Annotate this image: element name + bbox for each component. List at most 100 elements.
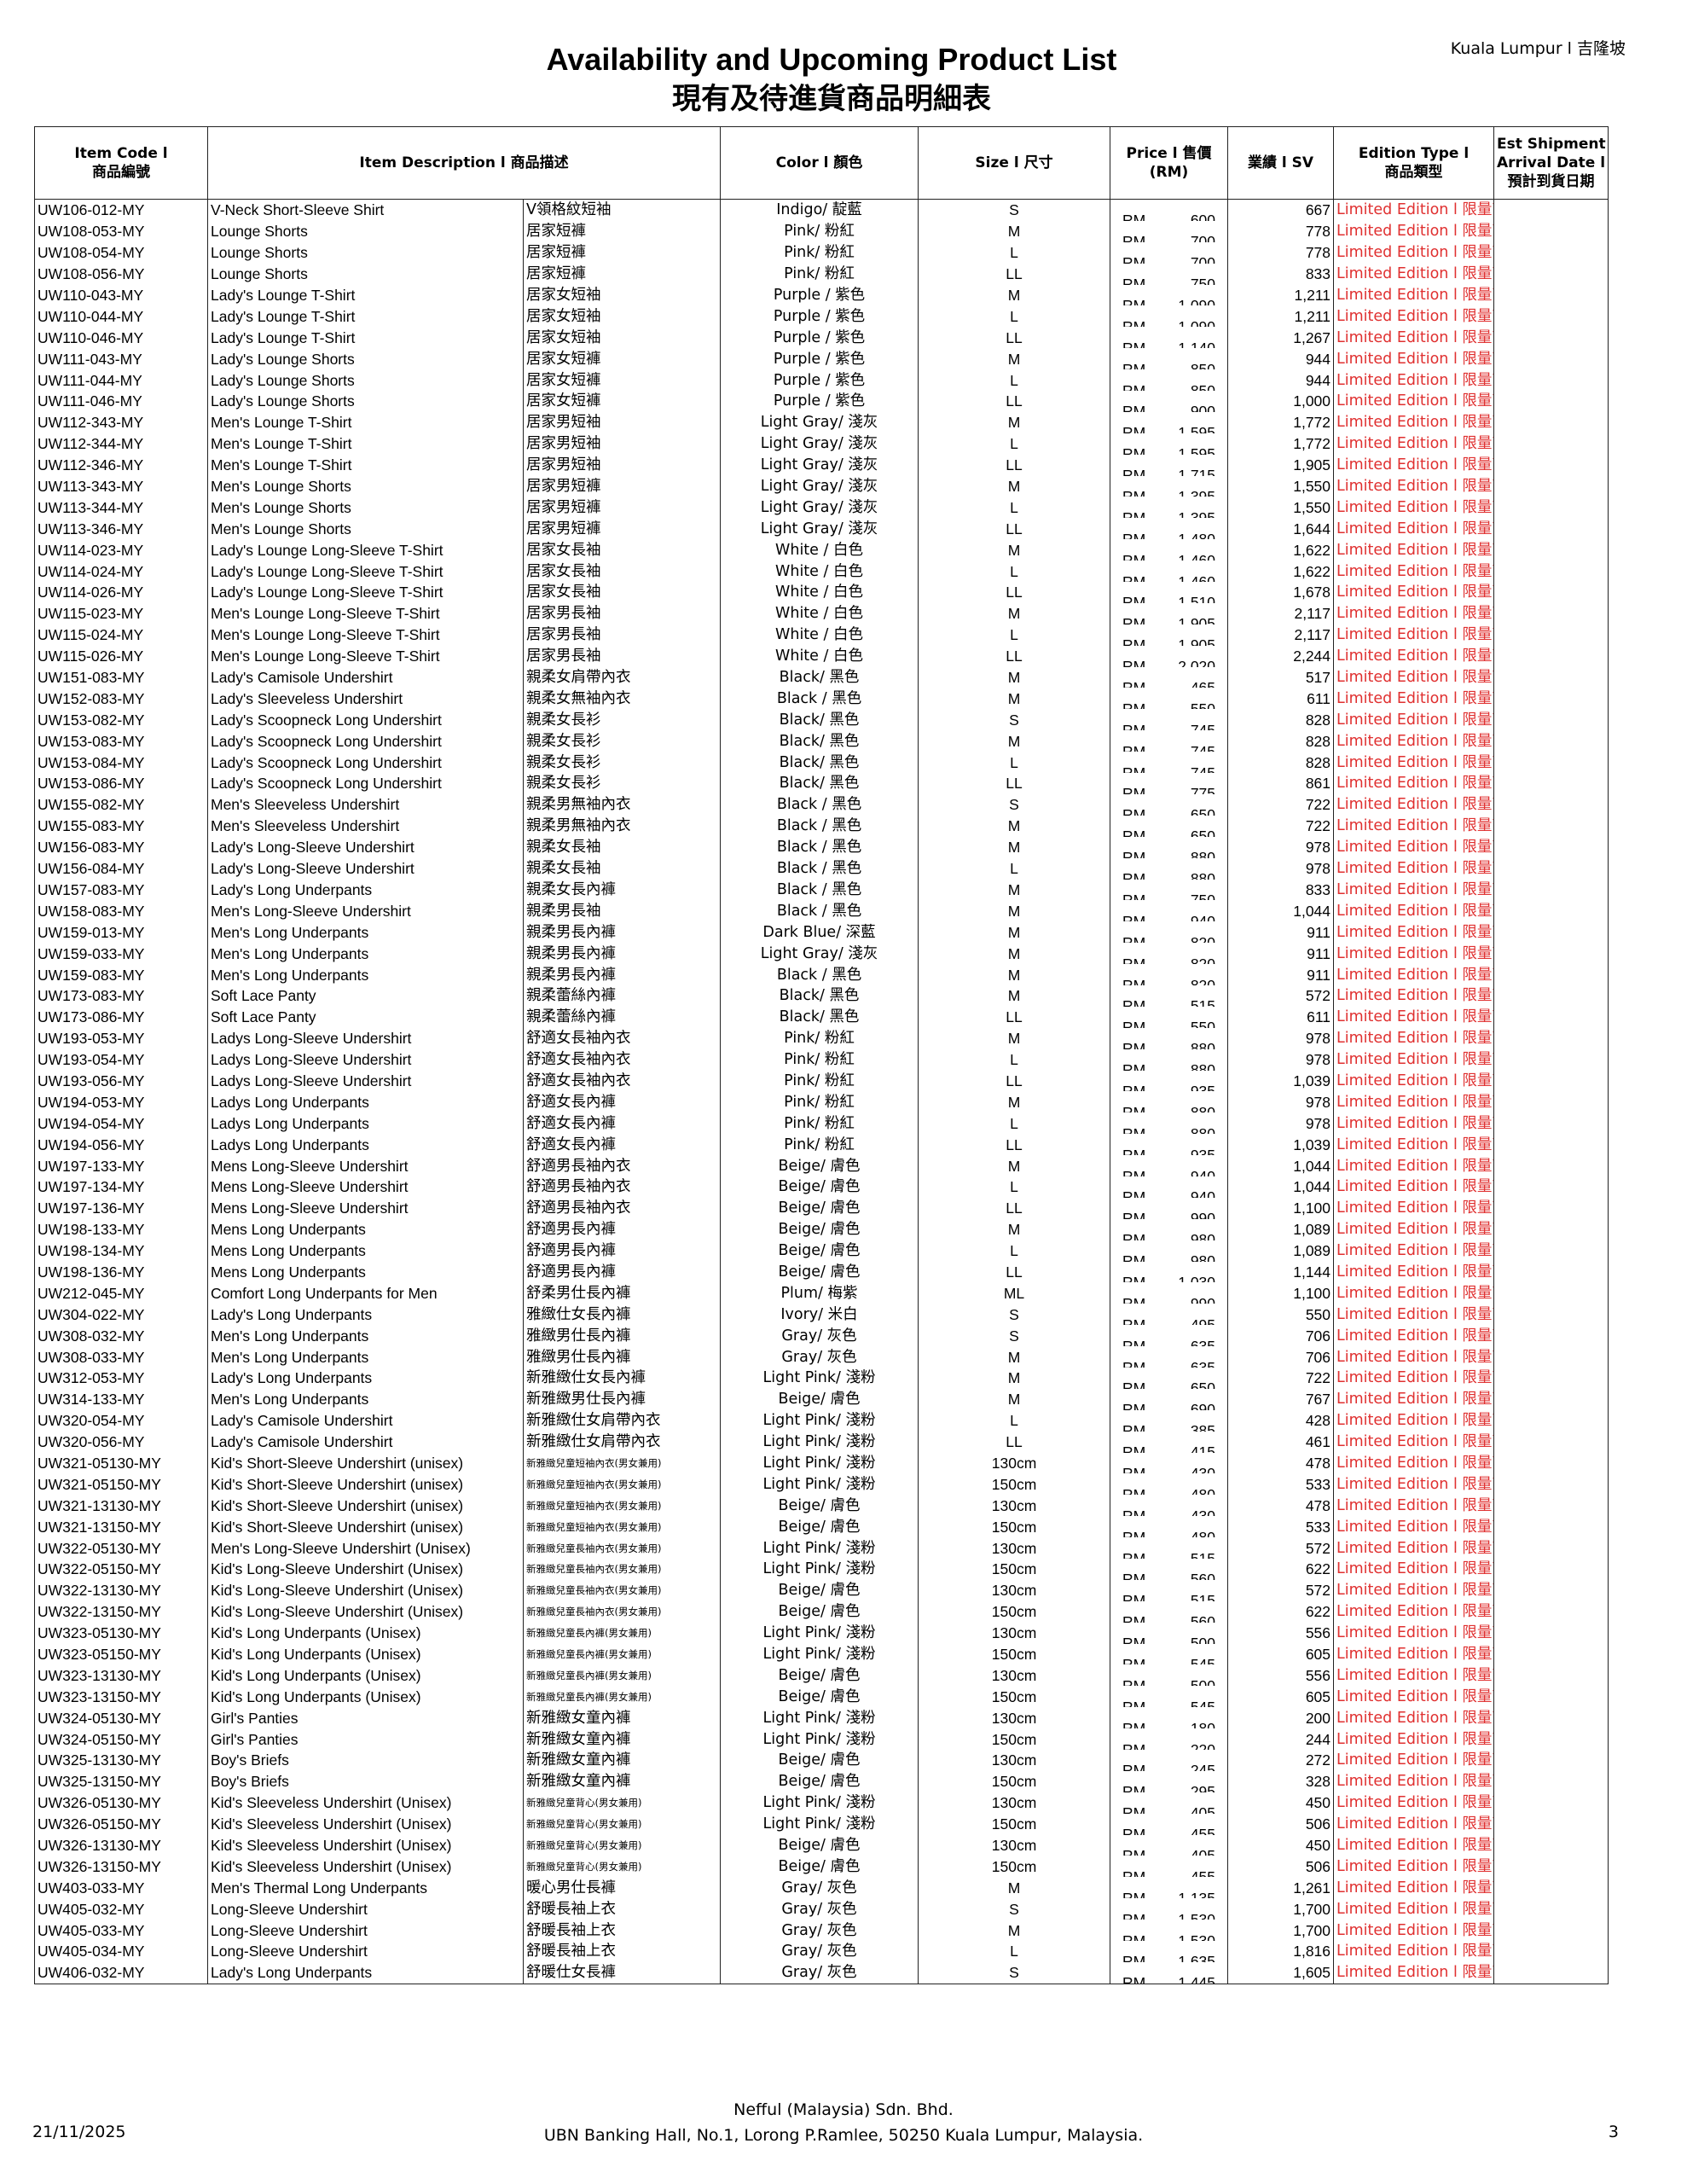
item-color: Black/ 黑色 bbox=[720, 773, 919, 794]
item-price: RM 820 bbox=[1110, 921, 1229, 944]
item-description: Lady's Long-Sleeve Undershirt bbox=[207, 857, 524, 880]
item-description: Men's Lounge Long-Sleeve T-Shirt bbox=[207, 602, 524, 624]
item-size: M bbox=[918, 1346, 1111, 1368]
shipment-date bbox=[1493, 433, 1609, 455]
item-code: UW110-043-MY bbox=[34, 284, 208, 306]
item-sv: 1,044 bbox=[1227, 1155, 1335, 1176]
item-color: Beige/ 膚色 bbox=[720, 1750, 919, 1771]
item-description: Lady's Lounge Shorts bbox=[207, 369, 524, 392]
item-code: UW108-056-MY bbox=[34, 263, 208, 285]
item-description: Ladys Long-Sleeve Undershirt bbox=[207, 1027, 524, 1049]
item-code: UW325-13130-MY bbox=[34, 1750, 208, 1771]
item-code: UW312-053-MY bbox=[34, 1367, 208, 1389]
price-value: 745 bbox=[1190, 764, 1216, 774]
shipment-date bbox=[1493, 284, 1609, 306]
item-description-zh: 舒適女長內褲 bbox=[522, 1091, 722, 1113]
item-sv: 428 bbox=[1227, 1409, 1335, 1432]
item-price: RM 635 bbox=[1110, 1346, 1229, 1368]
edition-type: Limited Edition l 限量商品 bbox=[1333, 1961, 1495, 1984]
edition-type: Limited Edition l 限量商品 bbox=[1333, 1537, 1495, 1559]
table-row: UW193-054-MY Ladys Long-Sleeve Undershirt… bbox=[34, 1048, 1609, 1071]
item-description: Men's Lounge Shorts bbox=[207, 518, 524, 540]
item-price: RM 500 bbox=[1110, 1622, 1229, 1644]
price-value: 385 bbox=[1190, 1422, 1216, 1432]
item-code: UW198-134-MY bbox=[34, 1240, 208, 1262]
price-currency: RM bbox=[1122, 572, 1146, 583]
item-description: Kid's Sleeveless Undershirt (Unisex) bbox=[207, 1813, 524, 1835]
price-currency: RM bbox=[1122, 785, 1146, 794]
shipment-date bbox=[1493, 1920, 1609, 1942]
item-description: Men's Lounge T-Shirt bbox=[207, 454, 524, 476]
item-color: Beige/ 膚色 bbox=[720, 1197, 919, 1219]
item-code: UW153-083-MY bbox=[34, 730, 208, 752]
item-description-zh: 居家女短袖 bbox=[522, 305, 722, 328]
item-sv: 1,622 bbox=[1227, 561, 1335, 583]
item-description-zh: 居家女短褲 bbox=[522, 391, 722, 412]
edition-type: Limited Edition l 限量商品 bbox=[1333, 369, 1495, 392]
item-description-zh: 雅緻仕女長內褲 bbox=[522, 1304, 722, 1326]
table-row: UW110-044-MY Lady's Lounge T-Shirt 居家女短袖 Pu… bbox=[34, 305, 1609, 328]
edition-type: Limited Edition l 限量商品 bbox=[1333, 220, 1495, 242]
table-row: UW312-053-MY Lady's Long Underpants 新雅緻仕女長… bbox=[34, 1367, 1609, 1389]
item-description: Soft Lace Panty bbox=[207, 985, 524, 1007]
item-description-zh: 居家男短褲 bbox=[522, 497, 722, 519]
shipment-date bbox=[1493, 1537, 1609, 1559]
item-description-zh: 新雅緻兒童長袖內衣(男女兼用) bbox=[522, 1537, 722, 1559]
item-price: RM 2,020 bbox=[1110, 645, 1229, 667]
price-value: 700 bbox=[1190, 233, 1216, 242]
item-code: UW108-053-MY bbox=[34, 220, 208, 242]
price-value: 690 bbox=[1190, 1401, 1216, 1410]
item-code: UW153-084-MY bbox=[34, 752, 208, 774]
item-sv: 517 bbox=[1227, 666, 1335, 688]
price-currency: RM bbox=[1122, 508, 1146, 519]
item-sv: 572 bbox=[1227, 1537, 1335, 1559]
item-price: RM 635 bbox=[1110, 1325, 1229, 1347]
item-code: UW157-083-MY bbox=[34, 879, 208, 901]
item-color: White / 白色 bbox=[720, 602, 919, 624]
item-description-zh: 舒適女長袖內衣 bbox=[522, 1048, 722, 1071]
item-size: L bbox=[918, 857, 1111, 880]
item-code: UW320-056-MY bbox=[34, 1431, 208, 1453]
table-row: UW114-026-MY Lady's Lounge Long-Sleeve T-… bbox=[34, 582, 1609, 603]
item-color: White / 白色 bbox=[720, 645, 919, 667]
item-code: UW323-13130-MY bbox=[34, 1664, 208, 1687]
item-description: Lady's Long Underpants bbox=[207, 1304, 524, 1326]
item-price: RM 940 bbox=[1110, 900, 1229, 922]
item-description: Lady's Lounge Shorts bbox=[207, 348, 524, 370]
item-size: L bbox=[918, 305, 1111, 328]
price-value: 880 bbox=[1190, 1103, 1216, 1113]
edition-type: Limited Edition l 限量商品 bbox=[1333, 1473, 1495, 1496]
price-currency: RM bbox=[1122, 1422, 1146, 1432]
item-description: Lady's Long Underpants bbox=[207, 1367, 524, 1389]
item-color: Gray/ 灰色 bbox=[720, 1346, 919, 1368]
edition-type: Limited Edition l 限量商品 bbox=[1333, 752, 1495, 774]
shipment-date bbox=[1493, 943, 1609, 965]
item-description-zh: 居家短褲 bbox=[522, 263, 722, 285]
item-size: S bbox=[918, 1304, 1111, 1326]
item-sv: 1,644 bbox=[1227, 518, 1335, 540]
price-currency: RM bbox=[1122, 1910, 1146, 1920]
item-color: Pink/ 粉紅 bbox=[720, 1091, 919, 1113]
item-code: UW326-13130-MY bbox=[34, 1834, 208, 1856]
price-value: 1,905 bbox=[1178, 615, 1216, 624]
item-color: Light Pink/ 淺粉 bbox=[720, 1409, 919, 1432]
item-price: RM 1,715 bbox=[1110, 454, 1229, 476]
edition-type: Limited Edition l 限量商品 bbox=[1333, 921, 1495, 944]
table-row: UW405-033-MY Long-Sleeve Undershirt 舒暖長袖上衣… bbox=[34, 1920, 1609, 1942]
table-row: UW113-343-MY Men's Lounge Shorts 居家男短褲 Ligh… bbox=[34, 475, 1609, 497]
price-currency: RM bbox=[1122, 806, 1146, 816]
item-description: Lady's Lounge Long-Sleeve T-Shirt bbox=[207, 539, 524, 561]
item-size: L bbox=[918, 497, 1111, 519]
price-value: 220 bbox=[1190, 1740, 1216, 1751]
item-color: Purple / 紫色 bbox=[720, 284, 919, 306]
item-color: Ivory/ 米白 bbox=[720, 1304, 919, 1326]
item-code: UW321-05150-MY bbox=[34, 1473, 208, 1496]
item-description: Lady's Lounge T-Shirt bbox=[207, 327, 524, 349]
price-currency: RM bbox=[1122, 1337, 1146, 1347]
item-price: RM 495 bbox=[1110, 1304, 1229, 1326]
item-description: Kid's Long Underpants (Unisex) bbox=[207, 1643, 524, 1665]
edition-type: Limited Edition l 限量商品 bbox=[1333, 1112, 1495, 1135]
item-sv: 556 bbox=[1227, 1622, 1335, 1644]
table-row: UW326-05150-MY Kid's Sleeveless Undershir… bbox=[34, 1813, 1609, 1835]
item-price: RM 935 bbox=[1110, 1134, 1229, 1156]
